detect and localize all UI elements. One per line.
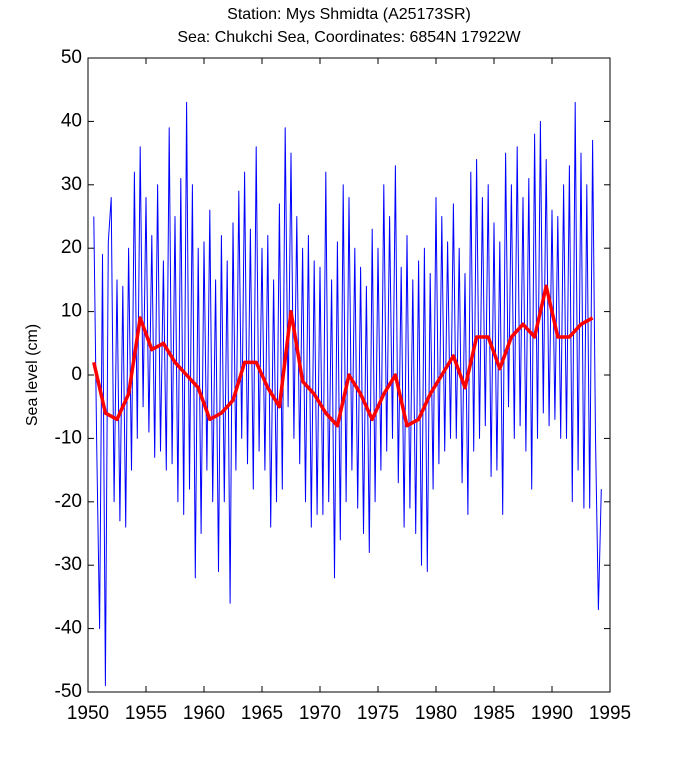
y-tick-label: -10 — [55, 427, 82, 448]
x-tick-label: 1970 — [299, 703, 341, 724]
x-tick-label: 1990 — [531, 703, 573, 724]
x-tick-label: 1995 — [589, 703, 631, 724]
x-tick-label: 1985 — [473, 703, 515, 724]
y-axis-label: Sea level (cm) — [24, 324, 41, 426]
y-tick-label: -50 — [55, 681, 82, 702]
chart-subtitle: Sea: Chukchi Sea, Coordinates: 6854N 179… — [177, 29, 521, 46]
y-tick-label: -30 — [55, 554, 82, 575]
y-tick-label: 20 — [61, 237, 82, 258]
y-tick-label: 30 — [61, 174, 82, 195]
x-tick-label: 1975 — [357, 703, 399, 724]
x-tick-label: 1950 — [67, 703, 109, 724]
x-tick-label: 1980 — [415, 703, 457, 724]
chart-title: Station: Mys Shmidta (A25173SR) — [227, 6, 471, 23]
series-line — [92, 284, 594, 428]
y-tick-label: 50 — [61, 47, 82, 68]
y-tick-label: -40 — [55, 618, 82, 639]
x-tick-label: 1960 — [183, 703, 225, 724]
x-tick-label: 1955 — [125, 703, 167, 724]
y-tick-label: 40 — [61, 110, 82, 131]
series-line — [93, 101, 602, 687]
y-tick-label: 10 — [61, 301, 82, 322]
x-tick-label: 1965 — [241, 703, 283, 724]
y-tick-label: -20 — [55, 491, 82, 512]
y-tick-label: 0 — [71, 364, 82, 385]
